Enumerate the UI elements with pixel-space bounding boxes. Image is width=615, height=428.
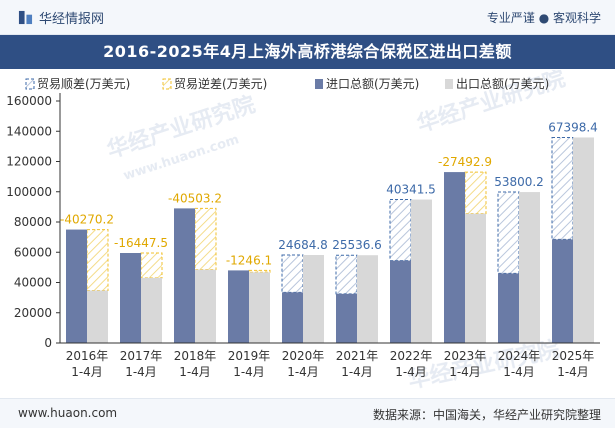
chart-title: 2016-2025年4月上海外高桥港综合保税区进出口差额 — [0, 35, 615, 69]
import-bar-4 — [282, 292, 303, 343]
y-tick-label-2: 40000 — [14, 276, 52, 290]
x-tick-label-1-1: 1-4月 — [125, 365, 157, 379]
import-bar-6 — [390, 260, 411, 343]
balance-label-6: 40341.5 — [386, 183, 436, 197]
x-tick-label-3-1: 1-4月 — [233, 365, 265, 379]
footer: www.huaon.com 数据来源：中国海关，华经产业研究院整理 — [0, 398, 615, 428]
y-tick-label-6: 120000 — [6, 155, 52, 169]
x-tick-label-7-0: 2023年 — [444, 349, 487, 363]
y-tick-label-7: 140000 — [6, 124, 52, 138]
import-bar-7 — [444, 172, 465, 343]
data-labels: -40270.2-16447.5 -40503.2 -1246.1 24684.8 25… — [60, 120, 598, 267]
x-tick-label-2-0: 2018年 — [174, 349, 217, 363]
x-tick-label-0-1: 1-4月 — [71, 365, 103, 379]
balance-label-9: 67398.4 — [548, 120, 598, 134]
legend-swatch-export — [445, 79, 453, 89]
x-tick-label-6-1: 1-4月 — [395, 365, 427, 379]
import-bar-5 — [336, 293, 357, 343]
x-tick-label-0-0: 2016年 — [66, 349, 109, 363]
balance-band-1 — [140, 252, 163, 279]
x-axis: 2016年 1-4月 2017年 1-4月 2018年 1-4月 2019年 1-4月 2020… — [60, 342, 600, 379]
x-tick-label-5-1: 1-4月 — [341, 365, 373, 379]
footer-source: 数据来源：中国海关，华经产业研究院整理 — [372, 408, 601, 422]
x-tick-label-4-1: 1-4月 — [287, 365, 319, 379]
balance-label-0: -40270.2 — [60, 213, 114, 227]
balance-label-5: 25536.6 — [332, 238, 382, 252]
export-bar-9 — [573, 137, 594, 343]
y-tick-label-8: 160000 — [6, 94, 52, 108]
x-tick-label-2-1: 1-4月 — [179, 365, 211, 379]
watermark-cn-3: 华经产业研究院 — [406, 336, 562, 393]
import-bar-9 — [552, 239, 573, 343]
y-tick-label-0: 0 — [44, 336, 52, 350]
import-bar-8 — [498, 273, 519, 343]
legend-label-deficit: 贸易逆差(万美元) — [174, 76, 267, 91]
export-bar-7 — [465, 213, 486, 343]
import-bar-0 — [66, 229, 87, 343]
footer-url[interactable]: www.huaon.com — [18, 406, 118, 420]
x-tick-label-9-1: 1-4月 — [557, 365, 589, 379]
export-bar-5 — [357, 255, 378, 343]
slogan: 专业严谨 ● 客观科学 — [486, 11, 601, 25]
y-tick-label-3: 60000 — [14, 245, 52, 259]
x-tick-label-6-0: 2022年 — [390, 349, 433, 363]
brand-name: 华经情报网 — [39, 12, 105, 27]
y-tick-label-1: 20000 — [14, 306, 52, 320]
balance-band-6 — [389, 199, 412, 262]
import-bar-1 — [120, 253, 141, 343]
y-tick-label-5: 100000 — [6, 185, 52, 199]
chart-canvas: 华经产业研究院 www.huaon.com 华经产业研究院 华经产业研究院 贸易… — [6, 70, 600, 394]
balance-label-8: 53800.2 — [494, 175, 544, 189]
import-bar-2 — [174, 208, 195, 343]
export-bar-0 — [87, 290, 108, 343]
export-bar-1 — [141, 277, 162, 343]
balance-band-2 — [194, 207, 217, 271]
legend: 贸易顺差(万美元) 贸易逆差(万美元) 进口总额(万美元) 出口总额(万美元) — [25, 76, 549, 91]
legend-label-export: 出口总额(万美元) — [456, 77, 549, 91]
balance-label-2: -40503.2 — [168, 191, 222, 205]
export-bar-2 — [195, 269, 216, 343]
legend-label-surplus: 贸易顺差(万美元) — [37, 77, 130, 91]
legend-label-import: 进口总额(万美元) — [326, 77, 419, 91]
balance-band-8 — [497, 191, 520, 274]
balance-band-4 — [281, 254, 304, 293]
export-bar-8 — [519, 192, 540, 343]
brand-logo-icon — [18, 10, 33, 25]
balance-label-4: 24684.8 — [278, 238, 328, 252]
top-bar: 华经情报网 专业严谨 ● 客观科学 — [0, 0, 615, 35]
x-tick-label-3-0: 2019年 — [228, 349, 271, 363]
balance-label-7: -27492.9 — [438, 155, 492, 169]
import-bar-3 — [228, 270, 249, 343]
balance-band-9 — [551, 136, 574, 240]
x-tick-label-8-1: 1-4月 — [503, 365, 535, 379]
x-tick-label-4-0: 2020年 — [282, 349, 325, 363]
x-tick-label-5-0: 2021年 — [336, 349, 379, 363]
export-bar-4 — [303, 254, 324, 343]
x-tick-label-9-0: 2025年 — [552, 349, 595, 363]
x-tick-label-7-1: 1-4月 — [449, 365, 481, 379]
x-tick-label-1-0: 2017年 — [120, 349, 163, 363]
export-bar-6 — [411, 199, 432, 343]
x-tick-label-8-0: 2024年 — [498, 349, 541, 363]
balance-band-5 — [335, 254, 358, 295]
legend-swatch-deficit — [162, 78, 172, 90]
bars — [66, 136, 594, 343]
brand[interactable]: 华经情报网 — [18, 8, 104, 27]
export-bar-3 — [249, 272, 270, 343]
y-tick-label-4: 80000 — [14, 215, 52, 229]
balance-label-1: -16447.5 — [114, 236, 168, 250]
balance-band-3 — [248, 269, 271, 273]
y-axis: 0 20000 40000 60000 80000 100000 120000 140000 1… — [6, 93, 61, 350]
balance-band-7 — [464, 171, 487, 215]
legend-swatch-import — [315, 79, 323, 89]
balance-band-0 — [86, 229, 109, 291]
legend-swatch-surplus — [25, 78, 35, 90]
balance-label-3: -1246.1 — [226, 253, 272, 267]
